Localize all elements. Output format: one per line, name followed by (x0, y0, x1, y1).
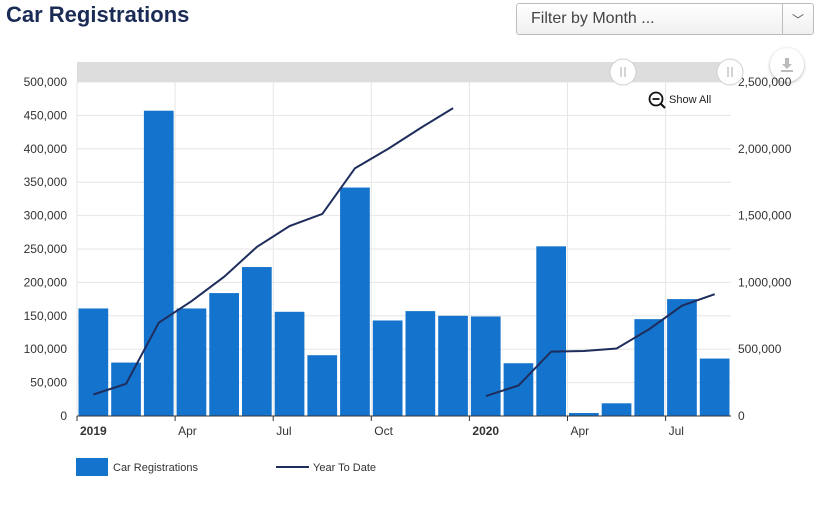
y-left-tick-label: 500,000 (24, 75, 68, 89)
page-title: Car Registrations (6, 2, 190, 27)
bar (470, 316, 501, 416)
chart-axes: 0 50,000 100,000 150,000 200,000 250,000 300,0… (24, 75, 792, 438)
x-tick-label: Jul (276, 424, 291, 438)
navigator-handle-knob (609, 58, 637, 86)
bar (569, 412, 599, 416)
line-series (92, 107, 716, 398)
y-left-tick-label: 400,000 (24, 142, 68, 156)
bar (699, 358, 730, 416)
y-right-tick-label: 2,000,000 (738, 142, 792, 156)
bar (601, 403, 632, 416)
x-tick-label: Apr (178, 424, 197, 438)
bar (634, 319, 665, 416)
bar (78, 308, 109, 416)
bar (340, 187, 370, 416)
chart-legend: Car Registrations Year To Date (76, 458, 376, 476)
show-all-label: Show All (669, 94, 711, 106)
bar (111, 362, 141, 416)
y-left-tick-label: 250,000 (24, 242, 68, 256)
y-right-tick-label: 500,000 (738, 342, 782, 356)
bar (274, 311, 305, 416)
x-tick-label: 2019 (80, 424, 107, 438)
bar (536, 246, 566, 416)
y-left-tick-label: 150,000 (24, 309, 68, 323)
month-filter-select[interactable]: Filter by Month ... ﹀ (516, 3, 814, 35)
legend-swatch-bar (76, 458, 108, 476)
show-all-button[interactable]: Show All (648, 91, 712, 109)
navigator-track (77, 62, 731, 82)
navigator-handle[interactable] (609, 58, 637, 86)
bar (372, 320, 403, 416)
y-left-tick-label: 200,000 (24, 275, 68, 289)
x-tick-label: Apr (571, 424, 590, 438)
bar (209, 293, 239, 416)
chevron-down-icon[interactable]: ﹀ (782, 4, 813, 34)
x-tick-label: Oct (374, 424, 393, 438)
y-left-tick-label: 50,000 (30, 376, 67, 390)
bar (405, 311, 436, 416)
y-right-tick-label: 1,500,000 (738, 209, 792, 223)
download-icon (781, 58, 793, 72)
navigator-handle-knob (716, 58, 744, 86)
y-left-tick-label: 100,000 (24, 342, 68, 356)
bar (176, 308, 207, 416)
series-line (92, 107, 454, 396)
zoom-out-icon (648, 91, 664, 107)
y-left-tick-label: 300,000 (24, 209, 68, 223)
legend-label-bar: Car Registrations (113, 462, 198, 474)
range-navigator[interactable] (77, 58, 744, 86)
series-line (485, 293, 716, 398)
y-left-tick-label: 350,000 (24, 175, 68, 189)
bar (307, 355, 338, 416)
navigator-handle[interactable] (716, 58, 744, 86)
legend-label-line: Year To Date (313, 462, 376, 474)
bar-series (78, 110, 730, 416)
bar (242, 267, 272, 416)
bar (667, 299, 697, 416)
y-right-tick-label: 1,000,000 (738, 275, 792, 289)
bar (503, 363, 534, 416)
download-button[interactable] (770, 48, 804, 82)
y-left-tick-label: 0 (60, 409, 67, 423)
x-tick-label: Jul (669, 424, 684, 438)
y-left-tick-label: 450,000 (24, 108, 68, 122)
month-filter-placeholder: Filter by Month ... (531, 10, 655, 27)
y-right-tick-label: 0 (738, 409, 745, 423)
bar (143, 110, 174, 416)
bar (438, 315, 468, 416)
chart-grid (76, 81, 731, 417)
x-tick-label: 2020 (472, 424, 499, 438)
